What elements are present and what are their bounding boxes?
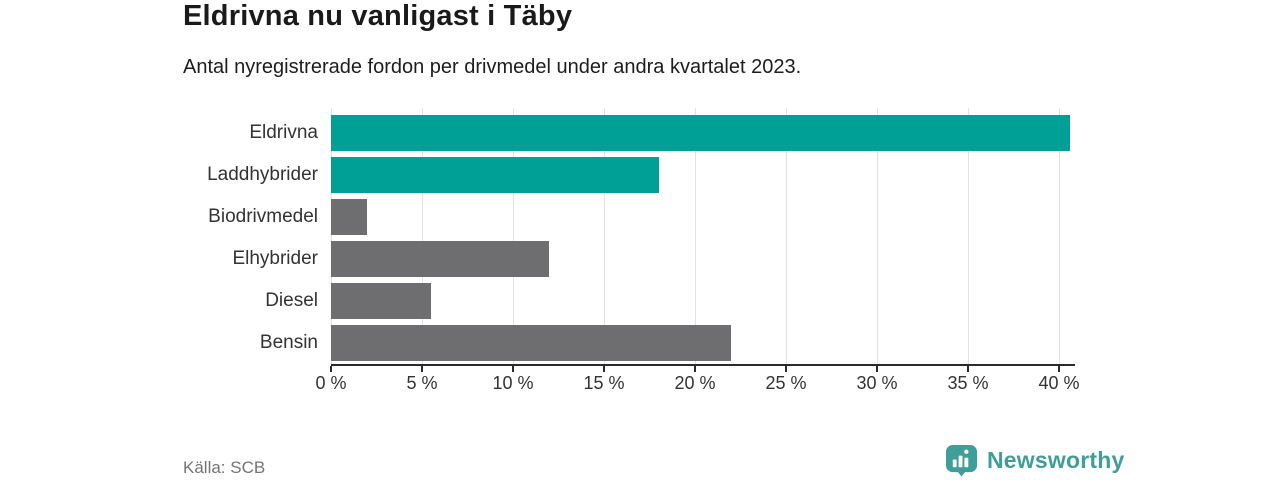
category-label-bensin: Bensin: [259, 332, 318, 353]
gridline-35: [968, 108, 969, 366]
bar-biodrivmedel: [331, 199, 368, 235]
x-axis-tick-35: [967, 366, 969, 372]
chart-subtitle: Antal nyregistrerade fordon per drivmede…: [183, 56, 802, 78]
x-axis-tick-20: [694, 366, 696, 372]
gridline-0: [331, 108, 332, 366]
gridline-5: [422, 108, 423, 366]
gridline-25: [786, 108, 787, 366]
x-axis-tick-10: [512, 366, 514, 372]
x-axis-tick-30: [876, 366, 878, 372]
x-tick-label-25: 25 %: [765, 373, 807, 393]
gridline-15: [604, 108, 605, 366]
x-tick-label-40: 40 %: [1038, 373, 1080, 393]
newsworthy-logo: Newsworthy: [944, 444, 1124, 477]
chart-title: Eldrivna nu vanligast i Täby: [183, 0, 573, 32]
source-note: Källa: SCB: [183, 458, 266, 477]
category-label-laddhybrider: Laddhybrider: [207, 164, 318, 185]
gridline-40: [1059, 108, 1060, 366]
x-axis-tick-15: [603, 366, 605, 372]
x-axis-tick-40: [1058, 366, 1060, 372]
category-label-eldrivna: Eldrivna: [249, 122, 318, 143]
x-axis-tick-5: [421, 366, 423, 372]
gridline-20: [695, 108, 696, 366]
x-tick-label-15: 15 %: [583, 373, 625, 393]
bar-diesel: [331, 283, 432, 319]
bar-eldrivna: [331, 115, 1070, 151]
x-tick-label-5: 5 %: [406, 373, 438, 393]
x-tick-label-20: 20 %: [674, 373, 716, 393]
category-label-elhybrider: Elhybrider: [232, 248, 318, 269]
x-tick-label-10: 10 %: [492, 373, 534, 393]
bar-elhybrider: [331, 241, 550, 277]
category-label-diesel: Diesel: [265, 290, 318, 311]
x-tick-label-35: 35 %: [947, 373, 989, 393]
bar-bensin: [331, 325, 732, 361]
x-tick-label-0: 0 %: [315, 373, 347, 393]
x-axis-tick-25: [785, 366, 787, 372]
newsworthy-wordmark: Newsworthy: [987, 447, 1125, 473]
x-axis-line: [331, 364, 1075, 366]
bar-laddhybrider: [331, 157, 659, 193]
x-axis-tick-0: [330, 366, 332, 372]
plot-area: [331, 108, 1075, 366]
newsworthy-bubble-chart-icon: [945, 444, 978, 477]
gridline-30: [877, 108, 878, 366]
category-label-biodrivmedel: Biodrivmedel: [208, 206, 318, 227]
gridline-10: [513, 108, 514, 366]
x-tick-label-30: 30 %: [856, 373, 898, 393]
